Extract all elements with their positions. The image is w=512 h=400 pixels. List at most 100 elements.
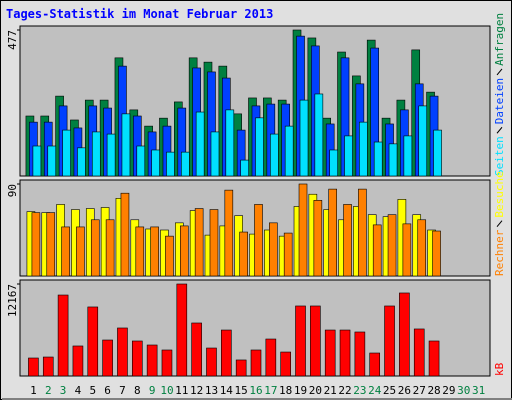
bar xyxy=(87,306,99,377)
bar xyxy=(413,328,425,377)
bar xyxy=(105,219,115,277)
bar xyxy=(310,305,321,377)
legend-label: Besuche xyxy=(493,171,506,217)
x-tick-label: 3 xyxy=(60,384,67,397)
bar xyxy=(343,204,352,277)
legend-label: kB xyxy=(493,362,506,376)
bar xyxy=(402,223,412,277)
x-tick-label: 29 xyxy=(442,384,455,397)
bar xyxy=(295,305,306,377)
bar xyxy=(135,226,145,277)
x-tick-label: 27 xyxy=(413,384,426,397)
x-tick-label: 13 xyxy=(205,384,218,397)
bar xyxy=(150,226,159,277)
bar xyxy=(265,338,277,377)
bar xyxy=(91,131,101,177)
bar xyxy=(417,219,427,277)
legend-separator xyxy=(496,126,503,134)
y-tick-label: 90 xyxy=(6,184,19,197)
frame-shadow xyxy=(2,398,512,400)
bar xyxy=(176,283,188,377)
bar xyxy=(62,129,71,177)
bar xyxy=(221,329,232,377)
x-tick-label: 15 xyxy=(235,384,248,397)
bar xyxy=(433,129,442,177)
bar xyxy=(195,111,205,177)
bar xyxy=(387,214,397,277)
legend-separator xyxy=(496,68,503,76)
bar xyxy=(354,331,366,377)
bar xyxy=(328,188,337,277)
bar xyxy=(46,212,56,277)
bar xyxy=(255,117,264,177)
bar xyxy=(239,231,248,277)
x-tick-label: 31 xyxy=(472,384,485,397)
x-tick-label: 30 xyxy=(457,384,470,397)
legend-label: Seiten xyxy=(493,136,506,176)
bar xyxy=(250,349,262,377)
chart-title: Tages-Statistik im Monat Februar 2013 xyxy=(6,7,273,21)
bar xyxy=(373,141,383,177)
bar xyxy=(146,344,158,377)
x-tick-label: 22 xyxy=(338,384,351,397)
bar xyxy=(131,340,143,377)
x-tick-label: 23 xyxy=(353,384,366,397)
bar xyxy=(76,226,85,277)
bar xyxy=(206,347,217,377)
bar xyxy=(136,145,146,177)
bar xyxy=(161,349,173,377)
x-tick-label: 21 xyxy=(324,384,337,397)
bar xyxy=(121,113,131,177)
bar xyxy=(151,149,160,177)
bar xyxy=(344,135,353,177)
bar xyxy=(313,200,323,277)
y-tick-label: 477 xyxy=(6,30,19,50)
bar xyxy=(299,99,309,177)
bar xyxy=(240,159,249,177)
legend-label: Rechner xyxy=(493,229,506,276)
bar xyxy=(120,192,130,277)
legend-separator xyxy=(496,220,503,227)
x-tick-label: 26 xyxy=(398,384,411,397)
bar xyxy=(31,212,41,277)
x-tick-label: 11 xyxy=(175,384,188,397)
bar xyxy=(166,151,175,177)
x-tick-label: 10 xyxy=(160,384,173,397)
bar xyxy=(42,356,54,377)
x-tick-label: 9 xyxy=(149,384,156,397)
bar xyxy=(339,329,351,377)
x-tick-label: 8 xyxy=(134,384,141,397)
x-tick-label: 5 xyxy=(89,384,96,397)
bar xyxy=(359,121,368,177)
x-tick-label: 16 xyxy=(249,384,262,397)
bar xyxy=(181,151,190,177)
y-tick-label: 12167 xyxy=(6,284,19,317)
bar xyxy=(57,294,69,377)
bar xyxy=(269,222,278,277)
bar xyxy=(180,225,189,277)
bar xyxy=(358,188,367,277)
bar xyxy=(298,183,308,277)
bar xyxy=(329,149,338,177)
bar xyxy=(191,322,202,377)
x-tick-label: 28 xyxy=(427,384,440,397)
x-tick-label: 4 xyxy=(75,384,82,397)
bar xyxy=(210,131,220,177)
bar xyxy=(194,208,204,277)
bar xyxy=(106,133,116,177)
x-tick-label: 12 xyxy=(190,384,203,397)
bar xyxy=(165,235,174,277)
legend-label: Dateien xyxy=(493,78,506,124)
bar xyxy=(235,359,247,377)
bar xyxy=(418,105,428,177)
bar xyxy=(32,145,42,177)
bar xyxy=(399,292,410,377)
bar xyxy=(388,143,398,177)
bar xyxy=(209,209,219,277)
bar xyxy=(270,133,279,177)
x-tick-label: 24 xyxy=(368,384,382,397)
bar xyxy=(428,340,440,377)
x-tick-label: 17 xyxy=(264,384,277,397)
bar xyxy=(280,351,291,377)
